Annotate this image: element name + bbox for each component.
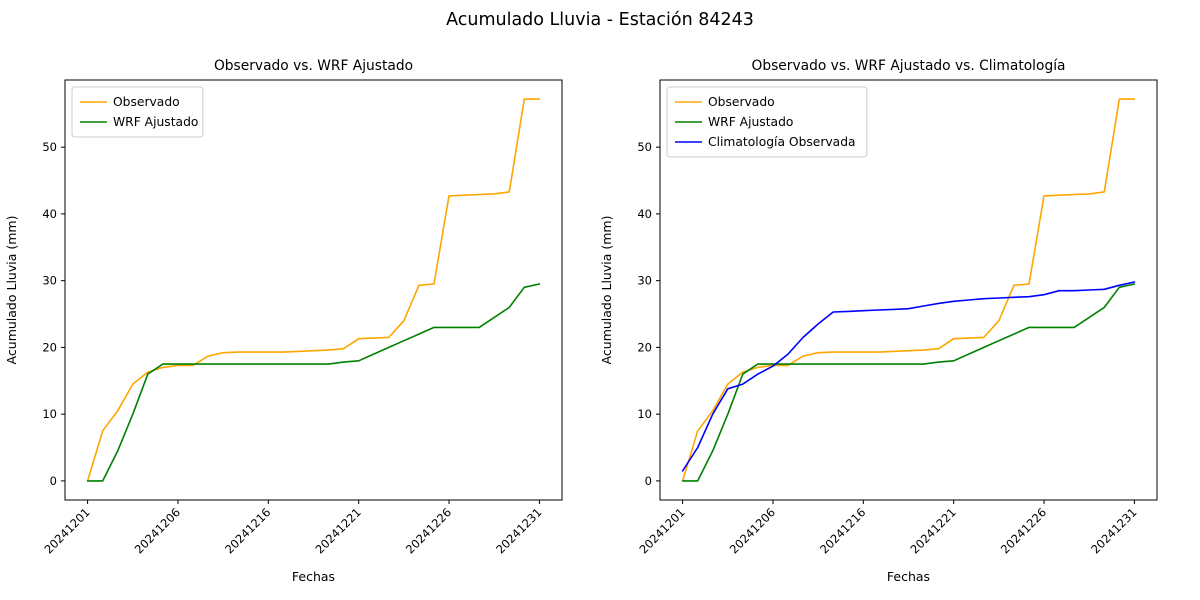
y-tick-label: 50 — [42, 140, 57, 154]
legend-label-wrf-ajustado: WRF Ajustado — [113, 115, 198, 129]
series-line-wrf-ajustado — [86, 283, 541, 482]
x-tick-label: 20241221 — [908, 505, 959, 556]
y-axis: 0 10 20 30 40 50 — [42, 140, 65, 488]
y-axis: 0 10 20 30 40 50 — [637, 140, 660, 488]
series-line-wrf-ajustado — [681, 283, 1136, 482]
legend-label-climatolog-a-observada: Climatología Observada — [708, 135, 856, 149]
legend: Observado WRF Ajustado — [71, 86, 204, 138]
legend-label-wrf-ajustado: WRF Ajustado — [708, 115, 793, 129]
legend: Observado WRF Ajustado Climatología Observ… — [666, 86, 868, 158]
y-tick-label: 0 — [645, 474, 652, 488]
x-tick-label: 20241206 — [132, 505, 183, 556]
y-tick-label: 10 — [637, 407, 652, 421]
plot-area — [64, 79, 563, 501]
subplot-title: Observado vs. WRF Ajustado — [214, 58, 413, 74]
x-tick-label: 20241201 — [636, 505, 687, 556]
y-tick-label: 30 — [42, 274, 57, 288]
y-tick-label: 40 — [637, 207, 652, 221]
x-axis: 20241201 20241206 20241216 20241221 20241226… — [636, 500, 1140, 557]
chart-observado-vs-wrf-vs-climatologia: Observado vs. WRF Ajustado vs. Climatolo… — [599, 58, 1158, 584]
series-line-observado — [681, 98, 1136, 482]
legend-label-observado: Observado — [708, 95, 775, 109]
y-tick-label: 20 — [637, 340, 652, 354]
x-tick-label: 20241206 — [727, 505, 778, 556]
legend-box — [666, 86, 868, 158]
series-line-climatolog-a-observada — [681, 281, 1136, 472]
y-tick-label: 20 — [42, 340, 57, 354]
x-tick-label: 20241226 — [403, 505, 454, 556]
subplot-title: Observado vs. WRF Ajustado vs. Climatolo… — [752, 58, 1066, 74]
x-tick-label: 20241201 — [41, 505, 92, 556]
series-line-observado — [86, 98, 541, 482]
x-tick-label: 20241221 — [313, 505, 364, 556]
legend-box — [71, 86, 204, 138]
x-axis-label: Fechas — [887, 569, 930, 584]
x-tick-label: 20241216 — [817, 505, 868, 556]
y-axis-label: Acumulado Lluvia (mm) — [599, 216, 614, 365]
x-tick-label: 20241231 — [1088, 505, 1139, 556]
legend-label-observado: Observado — [113, 95, 180, 109]
y-axis-label: Acumulado Lluvia (mm) — [4, 216, 19, 365]
chart-observado-vs-wrf: Observado vs. WRF Ajustado 0 10 20 30 40 50 202… — [4, 58, 563, 584]
x-axis: 20241201 20241206 20241216 20241221 20241226… — [41, 500, 545, 557]
y-tick-label: 30 — [637, 274, 652, 288]
x-tick-label: 20241231 — [493, 505, 544, 556]
y-tick-label: 0 — [50, 474, 57, 488]
plots-row: Observado vs. WRF Ajustado 0 10 20 30 40 50 202… — [0, 38, 1200, 598]
y-tick-label: 50 — [637, 140, 652, 154]
x-tick-label: 20241216 — [222, 505, 273, 556]
plot-area — [659, 79, 1158, 501]
x-axis-label: Fechas — [292, 569, 335, 584]
y-tick-label: 40 — [42, 207, 57, 221]
y-tick-label: 10 — [42, 407, 57, 421]
x-tick-label: 20241226 — [998, 505, 1049, 556]
figure-title: Acumulado Lluvia - Estación 84243 — [446, 10, 754, 30]
